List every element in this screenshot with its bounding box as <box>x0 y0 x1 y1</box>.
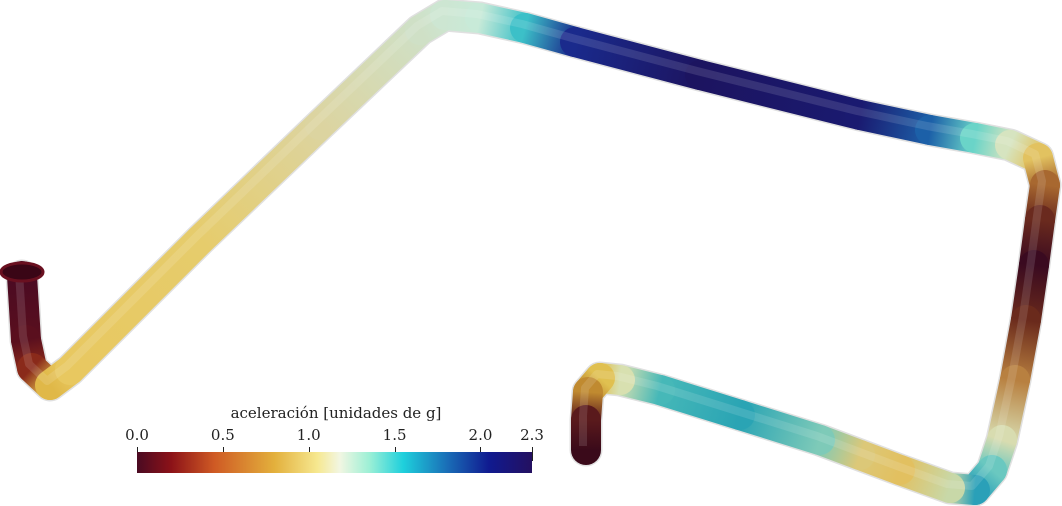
pipe-segment <box>560 27 715 90</box>
colorbar-title: aceleración [unidades de g] <box>230 404 442 422</box>
pipe-segment <box>305 15 435 140</box>
pipe-inlet-opening <box>0 261 45 283</box>
colorbar-tick-label: 1.5 <box>382 426 407 444</box>
colorbar-tick-label: 2.0 <box>468 426 493 444</box>
pipe-segment <box>185 110 335 255</box>
pipe-highlight <box>15 7 1046 490</box>
colorbar-tick-label: 1.0 <box>296 426 321 444</box>
colorbar-tick-label: 2.3 <box>520 426 544 444</box>
colorbar-tick <box>532 447 533 461</box>
pipe-surface <box>5 0 1062 506</box>
pipe-segment <box>685 60 875 130</box>
colorbar-gradient <box>137 452 532 473</box>
pipe-segment <box>55 225 215 385</box>
colorbar-tick-label: 0.5 <box>210 426 235 444</box>
colorbar-tick-label: 0.0 <box>125 426 149 444</box>
